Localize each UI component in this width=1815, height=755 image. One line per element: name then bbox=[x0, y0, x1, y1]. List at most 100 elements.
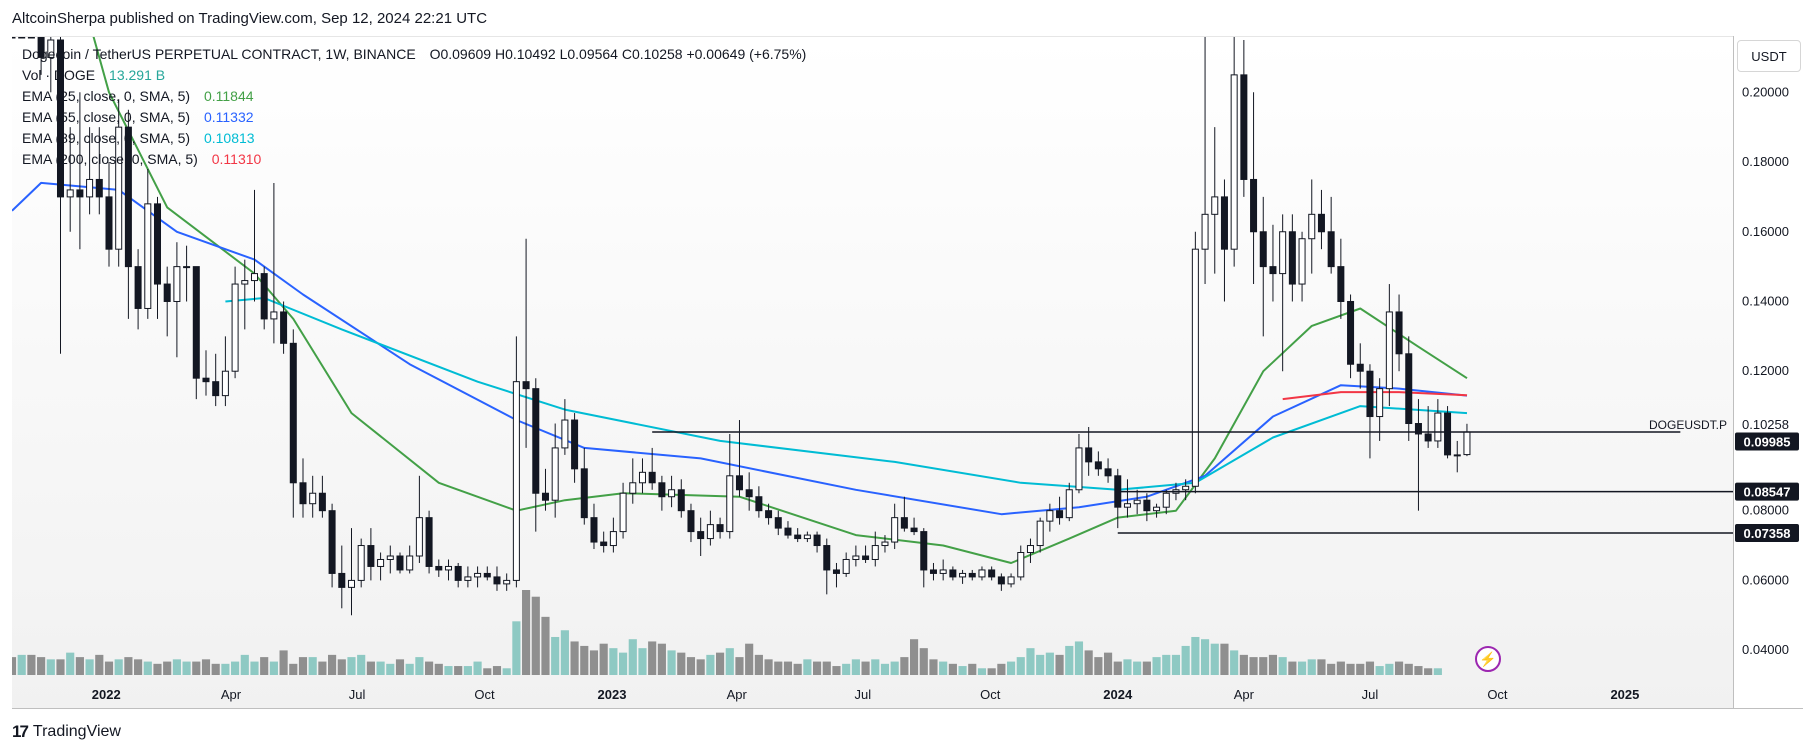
symbol-title[interactable]: Dogecoin / TetherUS PERPETUAL CONTRACT, … bbox=[22, 46, 416, 62]
volume-bar bbox=[347, 657, 356, 675]
time-tick-label: Apr bbox=[221, 687, 242, 702]
volume-bar bbox=[686, 657, 696, 675]
volume-bar bbox=[754, 654, 763, 675]
candle-body bbox=[1065, 489, 1073, 519]
candle-body bbox=[619, 492, 627, 533]
time-tick-label: 2025 bbox=[1610, 687, 1639, 702]
candle-body bbox=[959, 572, 967, 578]
volume-bar bbox=[1327, 663, 1336, 675]
candle-body bbox=[124, 126, 132, 268]
candle-body bbox=[192, 266, 200, 379]
volume-bar bbox=[580, 645, 589, 675]
candle-body bbox=[1250, 178, 1258, 233]
volume-bar bbox=[929, 659, 938, 675]
candle-body bbox=[910, 527, 918, 533]
candle-body bbox=[939, 569, 947, 574]
price-tick-label: 0.20000 bbox=[1742, 84, 1789, 99]
volume-value: 13.291 B bbox=[109, 67, 166, 83]
volume-bar bbox=[745, 643, 754, 675]
price-tick-label: 0.08000 bbox=[1742, 503, 1789, 518]
candle-body bbox=[173, 266, 181, 302]
candle-body bbox=[202, 377, 210, 383]
volume-bar bbox=[842, 663, 851, 675]
ema-89-label: EMA (89, close, 0, SMA, 5) bbox=[22, 130, 191, 146]
volume-bar bbox=[657, 643, 666, 675]
volume-bar bbox=[1317, 659, 1326, 675]
candle-body bbox=[27, 37, 35, 39]
volume-bar bbox=[997, 663, 1006, 675]
candle-body bbox=[1347, 300, 1355, 365]
candle-body bbox=[1133, 499, 1141, 505]
volume-bar bbox=[1210, 643, 1219, 675]
volume-bar bbox=[337, 659, 346, 675]
candle-body bbox=[658, 482, 666, 498]
candle-body bbox=[153, 203, 162, 285]
volume-bar bbox=[1065, 645, 1074, 675]
volume-bar bbox=[1094, 657, 1103, 675]
ohlc-values: O0.09609 H0.10492 L0.09564 C0.10258 +0.0… bbox=[429, 46, 807, 62]
legend-ema-200[interactable]: EMA (200, close, 0, SMA, 5) 0.11310 bbox=[22, 149, 806, 170]
candle-body bbox=[512, 381, 520, 581]
legend-ema-25[interactable]: EMA (25, close, 0, SMA, 5) 0.11844 bbox=[22, 86, 806, 107]
candle-body bbox=[774, 517, 782, 529]
candle-body bbox=[1424, 433, 1432, 442]
volume-label: Vol · DOGE bbox=[22, 67, 96, 83]
price-axis[interactable] bbox=[1733, 36, 1804, 708]
level-price-badge-bg bbox=[1735, 524, 1799, 543]
candle-body bbox=[881, 541, 889, 547]
volume-bar bbox=[75, 657, 84, 675]
volume-bar bbox=[531, 596, 540, 675]
footer-brand[interactable]: 17 TradingView bbox=[12, 722, 121, 742]
candle-body bbox=[1385, 311, 1393, 390]
currency-button[interactable]: USDT bbox=[1737, 40, 1801, 72]
candle-body bbox=[1143, 499, 1151, 512]
candle-body bbox=[386, 555, 394, 560]
volume-bar bbox=[298, 657, 308, 675]
candle-body bbox=[1036, 520, 1044, 547]
lightning-icon[interactable]: ⚡ bbox=[1475, 646, 1501, 672]
candle-body bbox=[1046, 510, 1054, 522]
candle-body bbox=[638, 471, 646, 484]
volume-bar bbox=[444, 666, 453, 675]
volume-bar bbox=[1191, 636, 1200, 675]
candle-body bbox=[493, 576, 501, 585]
volume-bar bbox=[541, 616, 550, 675]
level-price-badge: 0.07358 bbox=[1744, 526, 1791, 541]
legend-ema-55[interactable]: EMA (55, close, 0, SMA, 5) 0.11332 bbox=[22, 107, 806, 128]
chart-legend: Dogecoin / TetherUS PERPETUAL CONTRACT, … bbox=[22, 44, 806, 170]
candle-body bbox=[580, 468, 588, 519]
volume-bar bbox=[1220, 643, 1229, 675]
candle-body bbox=[891, 517, 899, 543]
volume-bar bbox=[1006, 661, 1016, 675]
candle-body bbox=[1162, 492, 1170, 508]
candle-body bbox=[668, 489, 676, 498]
chart-pane[interactable] bbox=[12, 36, 1733, 709]
volume-bar bbox=[1307, 659, 1316, 675]
volume-bar bbox=[609, 648, 618, 675]
volume-bar bbox=[1356, 663, 1365, 675]
candle-body bbox=[1085, 447, 1093, 463]
volume-bar bbox=[812, 661, 822, 675]
candle-body bbox=[377, 558, 385, 567]
volume-bar bbox=[871, 659, 880, 675]
candle-body bbox=[1123, 503, 1131, 508]
volume-bar bbox=[1414, 666, 1423, 675]
legend-volume-row[interactable]: Vol · DOGE 13.291 B bbox=[22, 65, 806, 86]
candle-body bbox=[1288, 231, 1296, 285]
volume-bar bbox=[1259, 657, 1268, 675]
price-tick-label: 0.16000 bbox=[1742, 224, 1789, 239]
volume-bar bbox=[405, 663, 414, 675]
legend-ema-89[interactable]: EMA (89, close, 0, SMA, 5) 0.10813 bbox=[22, 128, 806, 149]
candle-body bbox=[1308, 213, 1316, 240]
volume-bar bbox=[134, 659, 143, 675]
volume-bar bbox=[1036, 654, 1045, 675]
volume-bar bbox=[803, 659, 812, 675]
volume-bar bbox=[17, 654, 26, 675]
candle-body bbox=[250, 273, 258, 282]
candle-body bbox=[37, 37, 45, 58]
candle-body bbox=[12, 37, 16, 39]
volume-bar bbox=[434, 663, 443, 675]
candle-body bbox=[1366, 370, 1374, 418]
brand-name: TradingView bbox=[32, 723, 121, 740]
